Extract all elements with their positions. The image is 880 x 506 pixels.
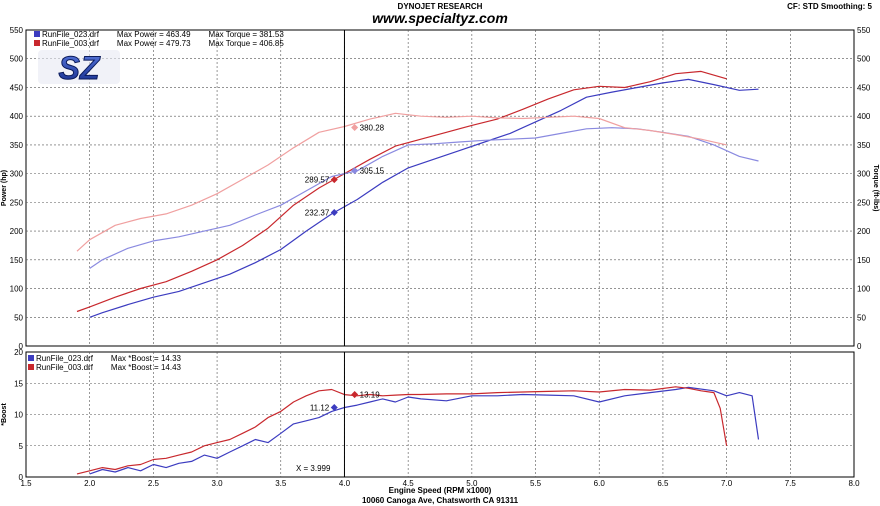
x-tick-label: 5.0 <box>466 479 478 488</box>
legend-swatch <box>28 355 34 361</box>
y-tick-label: 0 <box>19 342 24 351</box>
y-tick-label: 0 <box>19 473 24 482</box>
legend-run-name: RunFile_023.drf <box>42 30 99 39</box>
y-tick-label: 350 <box>10 141 24 150</box>
legend-swatch <box>34 40 40 46</box>
legend-bottom: RunFile_023.drf Max *Boost = 14.33 RunFil… <box>28 354 199 372</box>
legend-item-run003-boost: RunFile_003.drf Max *Boost = 14.43 <box>28 363 199 372</box>
y-tick-label: 150 <box>10 256 24 265</box>
x-tick-label: 4.0 <box>339 479 351 488</box>
legend-top: RunFile_023.drf Max Power = 463.49 Max Tor… <box>34 30 302 48</box>
legend-run-name: RunFile_003.drf <box>42 39 99 48</box>
legend-max-boost: Max *Boost = 14.43 <box>110 363 181 372</box>
y2-tick-label: 500 <box>857 55 871 64</box>
data-label: 305.15 <box>360 167 385 176</box>
x-tick-label: 3.5 <box>275 479 287 488</box>
y-tick-label: 250 <box>10 198 24 207</box>
x-tick-label: 3.0 <box>212 479 224 488</box>
plot-frame <box>25 29 855 347</box>
x-tick-label: 8.0 <box>848 479 860 488</box>
y2-tick-label: 550 <box>857 26 871 35</box>
data-label: 380.28 <box>360 124 385 133</box>
y-axis-title: *Boost <box>1 403 8 426</box>
y-tick-label: 15 <box>14 379 23 388</box>
y-tick-label: 200 <box>10 227 24 236</box>
x-tick-label: 7.0 <box>721 479 733 488</box>
sz-logo: SZ <box>38 50 120 84</box>
y2-tick-label: 50 <box>857 313 866 322</box>
y2-tick-label: 250 <box>857 198 871 207</box>
cursor-label: X = 3.999 <box>296 464 331 473</box>
y-tick-label: 100 <box>10 285 24 294</box>
series-line <box>89 78 759 318</box>
data-label: 289.57 <box>305 176 330 185</box>
y-tick-label: 400 <box>10 112 24 121</box>
y2-tick-label: 300 <box>857 170 871 179</box>
y2-tick-label: 100 <box>857 285 871 294</box>
legend-max-torque: Max Torque = 381.53 <box>208 30 284 39</box>
y-tick-label: 10 <box>14 411 23 420</box>
y2-tick-label: 0 <box>857 342 862 351</box>
x-tick-label: 5.5 <box>530 479 542 488</box>
y-tick-label: 450 <box>10 83 24 92</box>
data-marker <box>330 208 338 217</box>
y2-axis-title: Torque (ft-lbs) <box>872 165 879 212</box>
footer-address: 10060 Canoga Ave, Chatsworth CA 91311 <box>361 496 519 505</box>
legend-max-power: Max Power = 463.49 <box>116 30 191 39</box>
series-line <box>89 386 760 475</box>
y-tick-label: 50 <box>14 313 23 322</box>
y-tick-label: 5 <box>19 442 24 451</box>
y-axis-title: Power (hp) <box>1 170 8 206</box>
website-url: www.specialtyz.com <box>372 10 508 26</box>
legend-item-run023-boost: RunFile_023.drf Max *Boost = 14.33 <box>28 354 199 363</box>
y-tick-label: 300 <box>10 170 24 179</box>
series-line <box>76 70 727 313</box>
legend-item-run003: RunFile_003.drf Max Power = 479.73 Max Tor… <box>34 39 302 48</box>
x-tick-label: 2.5 <box>148 479 160 488</box>
y2-tick-label: 200 <box>857 227 871 236</box>
data-marker <box>351 123 359 132</box>
x-tick-label: 4.5 <box>403 479 415 488</box>
x-tick-label: 7.5 <box>785 479 797 488</box>
series-line <box>76 112 727 252</box>
y-tick-label: 550 <box>10 26 24 35</box>
cf-smoothing-label: CF: STD Smoothing: 5 <box>787 2 872 11</box>
data-label: 232.37 <box>305 208 330 217</box>
x-tick-label: 2.0 <box>84 479 96 488</box>
data-marker <box>351 391 359 399</box>
legend-max-boost: Max *Boost = 14.33 <box>110 354 181 363</box>
data-marker <box>330 176 338 184</box>
data-marker <box>351 167 359 175</box>
svg-text:SZ: SZ <box>59 50 101 84</box>
legend-item-run023: RunFile_023.drf Max Power = 463.49 Max Tor… <box>34 30 302 39</box>
y2-tick-label: 150 <box>857 256 871 265</box>
y2-tick-label: 350 <box>857 141 871 150</box>
x-tick-label: 1.5 <box>20 479 32 488</box>
x-tick-label: 6.0 <box>594 479 606 488</box>
x-tick-label: 6.5 <box>657 479 669 488</box>
data-label: 13.19 <box>360 391 381 400</box>
y2-tick-label: 400 <box>857 112 871 121</box>
legend-swatch <box>34 31 40 37</box>
legend-max-power: Max Power = 479.73 <box>116 39 191 48</box>
y-tick-label: 20 <box>14 348 23 357</box>
data-label: 11.12 <box>310 404 330 413</box>
x-axis-title: Engine Speed (RPM x1000) <box>389 486 492 495</box>
y-tick-label: 500 <box>10 55 24 64</box>
data-marker <box>330 403 338 412</box>
legend-run-name: RunFile_023.drf <box>36 354 93 363</box>
legend-run-name: RunFile_003.drf <box>36 363 93 372</box>
legend-max-torque: Max Torque = 406.85 <box>208 39 284 48</box>
y2-tick-label: 450 <box>857 83 871 92</box>
dyno-title: DYNOJET RESEARCH <box>397 2 483 11</box>
legend-swatch <box>28 364 34 370</box>
